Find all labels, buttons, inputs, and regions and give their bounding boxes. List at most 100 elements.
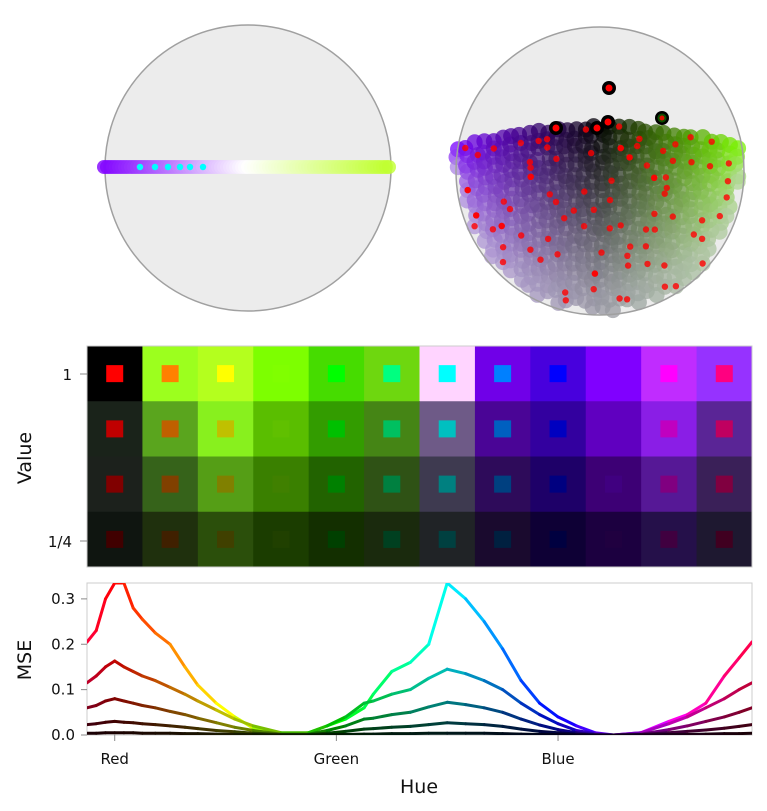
highlight-point	[723, 194, 730, 201]
line-segment	[122, 699, 135, 705]
line-segment	[445, 583, 468, 601]
line-segment	[233, 717, 255, 728]
grid-cell-swatch	[272, 475, 290, 493]
line-segment	[168, 709, 187, 717]
line-segment	[214, 708, 237, 721]
highlight-point	[464, 186, 471, 194]
line-segment	[390, 660, 412, 673]
line-segment	[87, 722, 98, 727]
grid-cell-swatch	[106, 420, 124, 438]
line-segment	[344, 717, 366, 728]
outlier-point-center	[593, 124, 601, 132]
highlight-point	[624, 262, 632, 269]
line-segment	[501, 647, 523, 683]
grid-cell-swatch	[217, 420, 235, 438]
grid-cell-swatch	[494, 365, 512, 383]
line-segment	[153, 679, 172, 689]
highlight-point	[581, 188, 588, 195]
value-hue-grid: 1 1/4 Value	[14, 345, 753, 568]
highlight-point	[617, 222, 624, 229]
highlight-point	[617, 144, 624, 152]
line-segment	[722, 724, 741, 730]
highlight-point	[606, 225, 613, 232]
grid-cell-swatch	[438, 530, 456, 548]
line-segment	[685, 719, 708, 728]
highlight-point	[642, 226, 650, 233]
line-segment	[153, 723, 172, 728]
ytick-label: 0.3	[51, 590, 75, 608]
grid-cell-swatch	[715, 475, 733, 493]
line-segment	[122, 583, 135, 610]
line-segment	[113, 659, 126, 669]
highlight-point	[688, 159, 695, 166]
highlight-point	[518, 232, 525, 239]
ylabel-value: Value	[14, 432, 36, 484]
highlight-point	[554, 251, 561, 258]
highlight-point	[651, 226, 658, 233]
line-segment	[196, 699, 218, 712]
line-segment	[196, 683, 218, 705]
highlight-point	[642, 243, 650, 250]
grid-cell-swatch	[604, 530, 622, 548]
grid-cell-swatch	[217, 530, 235, 548]
highlight-point	[636, 135, 643, 142]
line-segment	[685, 701, 708, 717]
line-segment	[168, 724, 187, 729]
grid-cell-swatch	[604, 365, 622, 383]
line-segment	[140, 704, 157, 710]
line-series-2	[87, 659, 752, 735]
polar-plot-right	[448, 26, 747, 319]
line-segment	[445, 667, 468, 676]
line-segment	[94, 699, 107, 707]
line-segment	[722, 656, 741, 678]
grid-cell-swatch	[438, 420, 456, 438]
line-segment	[427, 721, 449, 727]
line-segment	[362, 716, 375, 721]
line-segment	[667, 713, 689, 723]
line-segment	[196, 716, 218, 725]
line-segment	[501, 710, 523, 721]
line-segment	[131, 670, 144, 678]
line-segment	[371, 713, 394, 720]
line-segment	[233, 730, 255, 735]
ytick-label: 0.1	[51, 681, 75, 699]
ytick-label: 0.0	[51, 726, 75, 744]
line-segment	[519, 679, 542, 705]
highlight-point	[473, 212, 480, 219]
highlight-point	[498, 222, 505, 230]
highlight-point	[663, 184, 670, 192]
line-segment	[667, 729, 689, 735]
line-segment	[538, 713, 560, 726]
xtick-label: Red	[100, 750, 129, 768]
line-segment	[445, 700, 468, 707]
disk-left-points	[97, 160, 396, 174]
highlight-point	[186, 163, 194, 171]
line-segment	[722, 710, 741, 719]
line-segment	[94, 720, 107, 726]
highlight-point	[724, 178, 732, 185]
highlight-point	[643, 162, 651, 169]
grid-cell-swatch	[549, 530, 567, 548]
line-segment	[131, 731, 144, 735]
line-segment	[140, 617, 157, 635]
mse-line-chart: Red Green Blue 0.0 0.1 0.2 0.3 Hue MSE	[14, 582, 753, 798]
line-segment	[362, 727, 375, 731]
highlight-point	[546, 191, 553, 198]
grid-cell-swatch	[715, 420, 733, 438]
disk-right-outline	[455, 26, 745, 316]
grid-cell-swatch	[660, 365, 678, 383]
line-segment	[104, 719, 117, 724]
highlight-point	[552, 198, 560, 206]
highlight-point	[590, 206, 597, 213]
data-point	[700, 240, 717, 257]
highlight-point	[687, 134, 694, 141]
data-point	[382, 160, 396, 174]
grid-cell-swatch	[549, 475, 567, 493]
line-segment	[704, 732, 726, 735]
grid-frame	[86, 345, 753, 568]
line-segment	[482, 723, 505, 728]
line-segment	[667, 715, 689, 726]
highlight-point	[716, 212, 723, 220]
line-segment	[307, 724, 329, 735]
grid-cell-swatch	[106, 475, 124, 493]
